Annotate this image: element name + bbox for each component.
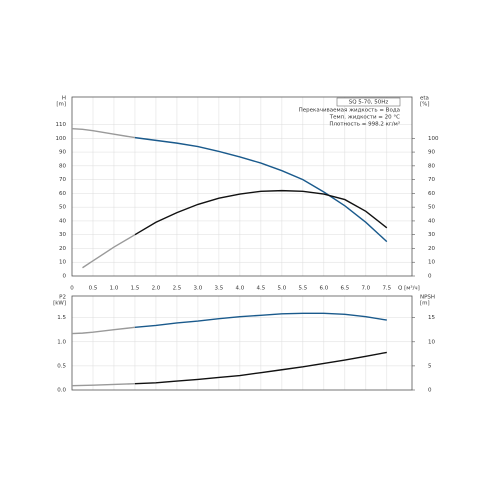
y2-tick-label: 0 [428, 388, 432, 394]
curve [71, 326, 136, 335]
y-tick-label: 80 [59, 163, 66, 169]
x-tick-label: 3.0 [194, 286, 203, 292]
y-tick-label: 0 [63, 274, 67, 280]
x-tick-label: 6.0 [319, 286, 328, 292]
y-tick-label: 90 [59, 150, 66, 156]
y-tick-label: 0.5 [57, 363, 66, 369]
y-tick-label: 50 [59, 205, 66, 211]
x-tick-label: 2.5 [173, 286, 182, 292]
y-tick-label: 30 [59, 232, 66, 238]
y2-tick-label: 40 [428, 218, 435, 224]
y-tick-label: 0.0 [57, 388, 66, 394]
x-tick-label: 5.5 [298, 286, 307, 292]
y-tick-label: 1.5 [57, 315, 66, 321]
y-axis-label: [m] [56, 102, 66, 108]
x-tick-label: 0.5 [89, 286, 98, 292]
y2-axis-label: eta [420, 96, 429, 102]
y-tick-label: 20 [59, 246, 66, 252]
curve [71, 383, 135, 387]
curve [134, 136, 388, 243]
y2-tick-label: 50 [428, 205, 435, 211]
plot-frame [71, 295, 413, 391]
x-tick-label: 7.0 [361, 286, 370, 292]
y2-tick-label: 80 [428, 163, 435, 169]
curve [134, 351, 387, 385]
y2-tick-label: 15 [428, 315, 435, 321]
y-axis-label: [kW] [53, 301, 66, 307]
y-tick-label: 60 [59, 191, 66, 197]
annotation: Темп. жидкости = 20 °C [329, 115, 400, 121]
title-box [336, 97, 401, 107]
curve [82, 234, 136, 269]
y2-axis-label: [%] [420, 102, 430, 108]
y-tick-label: 110 [56, 122, 67, 128]
chart-title: SQ 5-70, 50Hz [349, 100, 389, 106]
x-tick-label: 0 [70, 286, 74, 292]
y-tick-label: 100 [56, 136, 67, 142]
curve [134, 189, 388, 236]
x-tick-label: 1.0 [110, 286, 119, 292]
x-tick-label: 6.5 [340, 286, 349, 292]
y2-tick-label: 90 [428, 150, 435, 156]
y2-tick-label: 10 [428, 260, 435, 266]
y2-tick-label: 70 [428, 177, 435, 183]
plot-frame [71, 96, 413, 277]
y-tick-label: 1.0 [57, 339, 66, 345]
annotation: Перекачиваемая жидкость = Вода [299, 108, 400, 114]
y2-tick-label: 0 [428, 274, 432, 280]
curve [71, 127, 136, 139]
annotation: Плотность = 998.2 кг/м³ [329, 121, 400, 128]
y2-tick-label: 30 [428, 232, 435, 238]
y-axis-label: H [62, 96, 66, 102]
x-axis-label: Q [м³/ч] [398, 285, 420, 292]
y2-tick-label: 100 [428, 136, 439, 142]
y2-axis-label: NPSH [420, 295, 435, 301]
y2-tick-label: 60 [428, 191, 435, 197]
x-tick-label: 4.0 [236, 286, 245, 292]
x-tick-label: 1.5 [131, 286, 140, 292]
x-tick-label: 2.0 [152, 286, 161, 292]
y2-tick-label: 5 [428, 363, 432, 369]
x-tick-label: 5.0 [278, 286, 287, 292]
y2-tick-label: 20 [428, 246, 435, 252]
x-tick-label: 4.5 [257, 286, 266, 292]
y-tick-label: 10 [59, 260, 66, 266]
x-tick-label: 7.5 [382, 286, 391, 292]
y2-tick-label: 10 [428, 339, 435, 345]
curve [134, 312, 387, 329]
y-axis-label: P2 [59, 295, 66, 301]
y-tick-label: 70 [59, 177, 66, 183]
x-tick-label: 3.5 [215, 286, 224, 292]
y2-axis-label: [m] [420, 301, 430, 307]
y-tick-label: 40 [59, 218, 66, 224]
